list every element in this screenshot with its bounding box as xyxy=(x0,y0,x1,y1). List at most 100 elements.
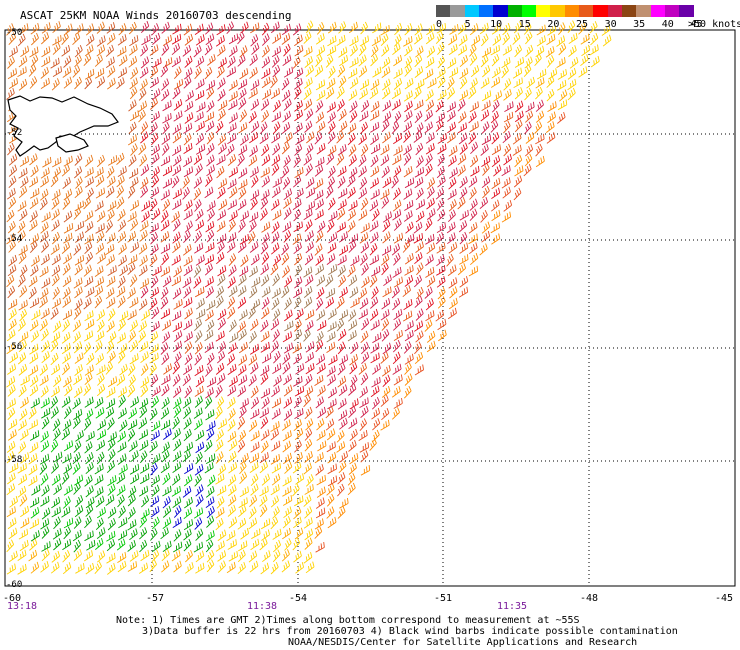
wind-barb xyxy=(336,86,345,99)
wind-barb xyxy=(281,121,291,134)
lat-label: -52 xyxy=(6,128,23,138)
wind-barb xyxy=(382,231,391,244)
wind-barb xyxy=(61,241,71,254)
wind-barb xyxy=(469,121,479,133)
wind-barb xyxy=(29,46,39,58)
wind-barb xyxy=(294,167,304,178)
wind-barb xyxy=(294,276,303,289)
wind-barb xyxy=(284,461,293,474)
wind-barb xyxy=(62,319,70,332)
wind-barb xyxy=(86,539,96,551)
wind-barb xyxy=(94,340,103,353)
wind-barb xyxy=(227,276,236,289)
wind-barb xyxy=(369,308,379,321)
wind-barb xyxy=(325,406,334,419)
wind-barb xyxy=(74,254,85,266)
wind-barb xyxy=(270,262,279,276)
wind-barb xyxy=(63,222,74,234)
wind-barb xyxy=(303,153,312,166)
wind-barb xyxy=(106,175,116,188)
wind-barb xyxy=(41,407,51,419)
wind-barb xyxy=(140,351,149,364)
wind-barb xyxy=(18,251,27,265)
wind-barb xyxy=(316,353,326,366)
wind-barb xyxy=(171,473,181,486)
wind-barb xyxy=(51,550,60,563)
wind-barb xyxy=(514,154,523,168)
wind-barb xyxy=(393,145,403,156)
colorbar-swatch xyxy=(636,5,652,17)
wind-barb xyxy=(127,519,137,531)
wind-barb xyxy=(215,120,224,134)
wind-barb xyxy=(161,78,170,91)
wind-barb xyxy=(19,308,28,322)
wind-barb xyxy=(270,318,280,331)
wind-barb xyxy=(227,384,237,397)
wind-barb xyxy=(31,484,41,496)
wind-barb xyxy=(459,209,469,221)
wind-barb xyxy=(259,461,268,474)
wind-barb xyxy=(435,31,444,45)
wind-barb xyxy=(41,484,50,497)
wind-barb xyxy=(447,87,456,100)
wind-barb xyxy=(173,560,182,573)
wind-barb xyxy=(337,188,348,199)
wind-barb xyxy=(281,285,290,299)
wind-barb xyxy=(534,53,542,67)
wind-barb xyxy=(314,164,324,177)
wind-barb xyxy=(28,475,38,487)
wind-barb xyxy=(172,231,181,244)
wind-barb xyxy=(28,176,39,188)
wind-barb xyxy=(502,130,511,144)
wind-barb xyxy=(281,242,290,256)
wind-barb xyxy=(448,34,458,46)
wind-barb xyxy=(468,222,478,234)
wind-barb xyxy=(227,55,236,68)
wind-barb xyxy=(239,461,247,475)
wind-barb xyxy=(141,210,150,223)
wind-barb xyxy=(327,121,336,134)
wind-barb xyxy=(292,461,302,474)
wind-barb xyxy=(117,494,125,508)
wind-barb xyxy=(261,45,270,58)
wind-barb xyxy=(50,439,59,453)
wind-barb xyxy=(20,505,30,518)
wind-barb xyxy=(162,112,172,124)
wind-barb xyxy=(85,251,94,265)
wind-barb xyxy=(448,145,458,157)
wind-barb xyxy=(117,67,128,79)
wind-barb xyxy=(160,219,170,232)
wind-barb xyxy=(161,548,170,562)
wind-barb xyxy=(293,506,302,520)
wind-barb xyxy=(151,175,160,188)
wind-barb xyxy=(325,418,335,431)
wind-barb xyxy=(97,550,106,563)
wind-barb xyxy=(248,220,257,233)
wind-barb xyxy=(117,34,127,46)
wind-barb xyxy=(228,33,239,45)
wind-barb xyxy=(206,100,215,113)
wind-barb xyxy=(83,53,92,67)
wind-barb xyxy=(403,166,413,178)
wind-barb xyxy=(272,121,281,135)
wind-barb xyxy=(249,53,258,66)
wind-barb xyxy=(140,495,150,508)
wind-barb xyxy=(360,372,369,386)
wind-barb xyxy=(259,485,269,497)
wind-barb xyxy=(106,232,116,244)
wind-barb xyxy=(195,484,204,497)
wind-barb xyxy=(172,154,182,167)
wind-barb xyxy=(173,505,182,518)
wind-barb xyxy=(19,408,28,421)
wind-barb xyxy=(29,188,40,199)
wind-barb xyxy=(250,120,260,133)
wind-barb xyxy=(75,494,84,508)
wind-barb xyxy=(30,54,39,68)
wind-barb xyxy=(51,506,61,518)
wind-barb xyxy=(403,90,413,102)
wind-barb xyxy=(162,121,170,135)
wind-barb xyxy=(193,407,203,419)
wind-barb xyxy=(512,67,523,79)
wind-barb xyxy=(62,562,72,575)
wind-barb xyxy=(107,431,117,443)
